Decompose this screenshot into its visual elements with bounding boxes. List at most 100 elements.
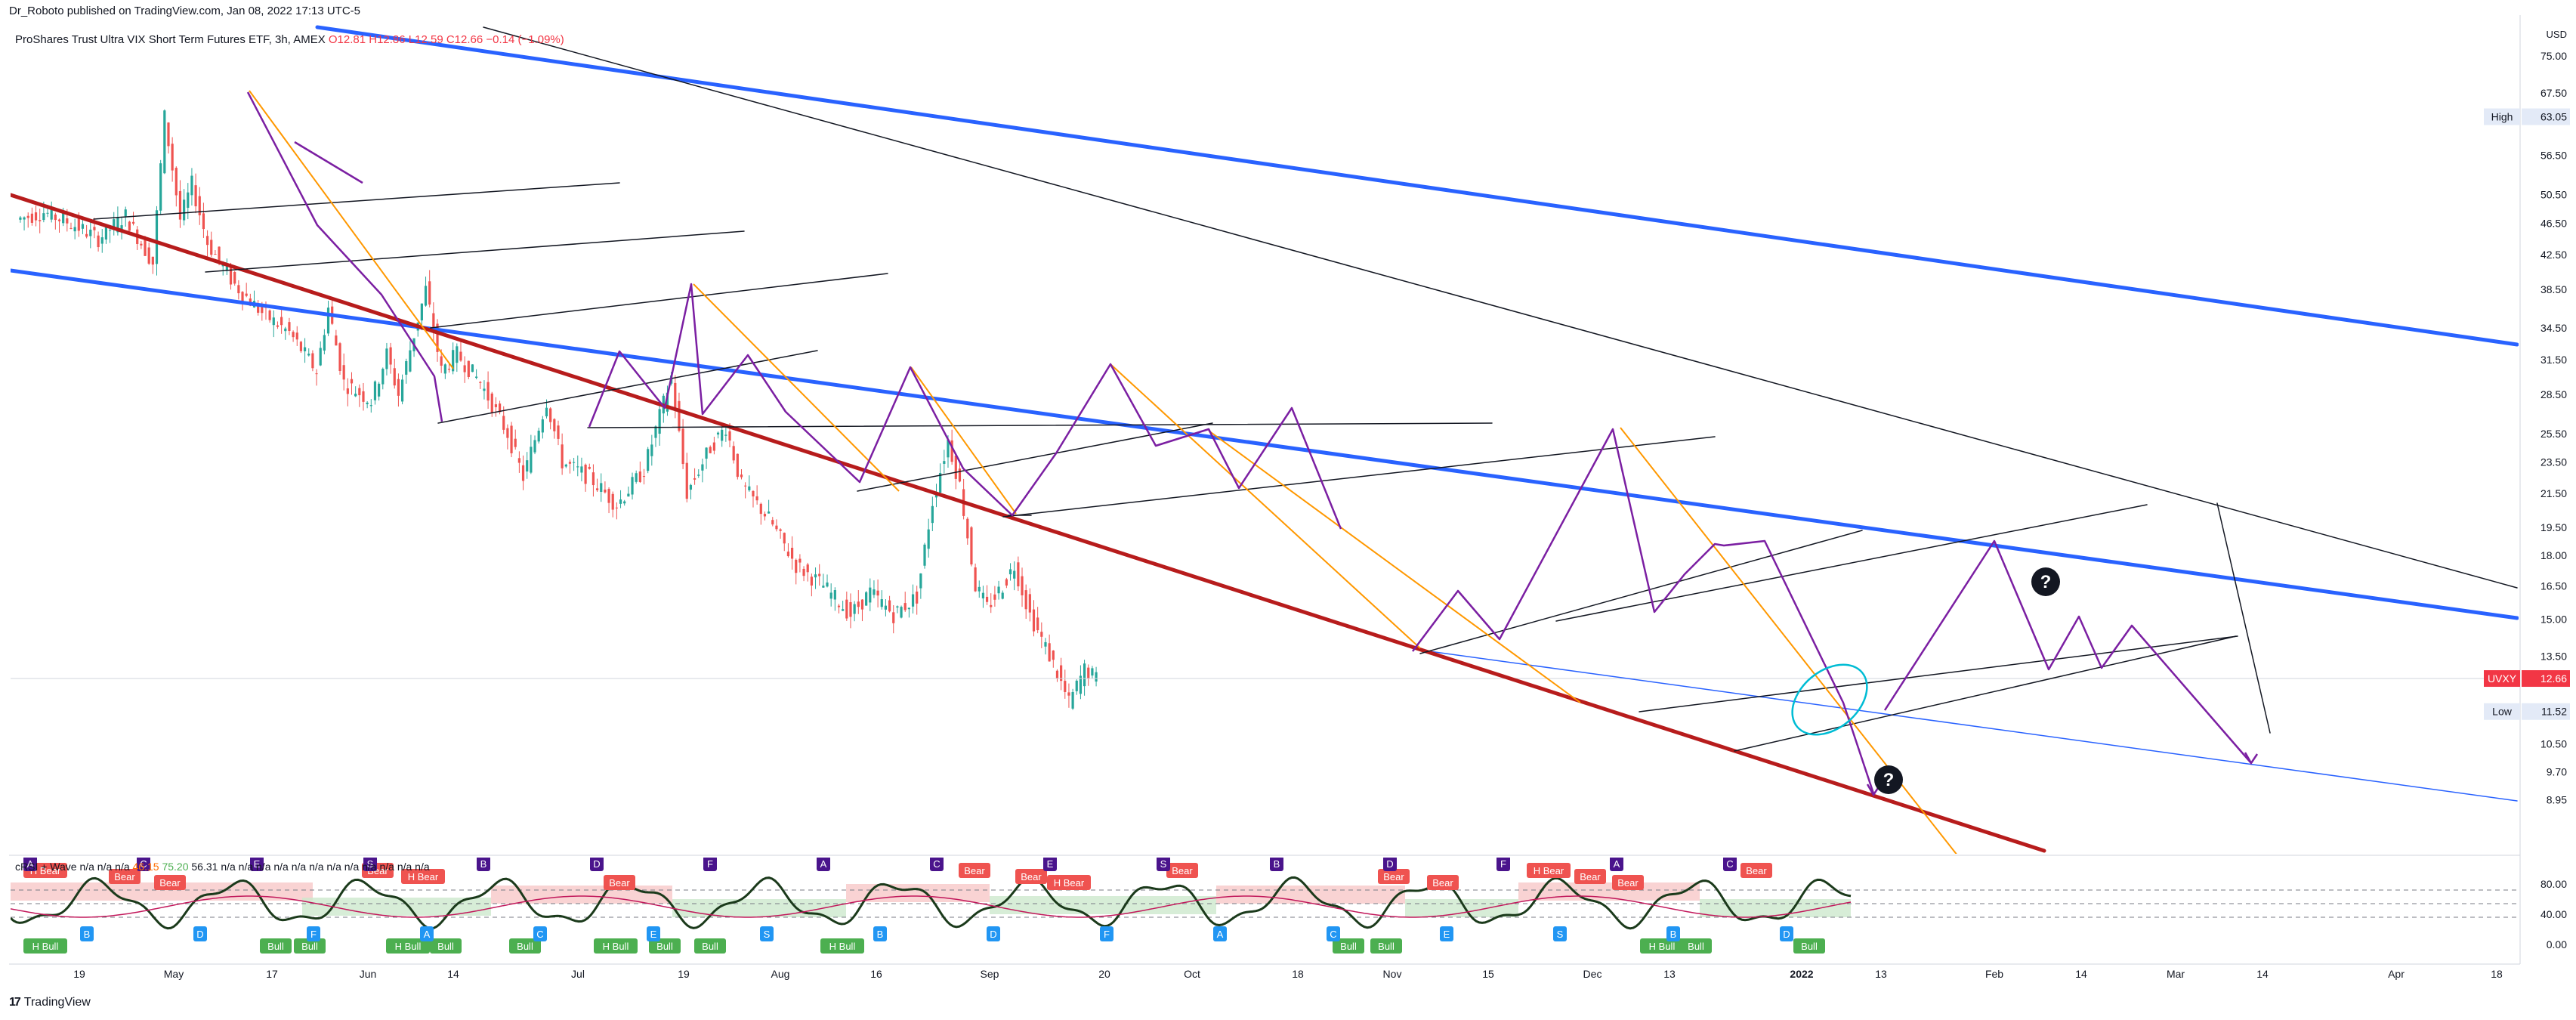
osc-letter-label[interactable] xyxy=(1440,926,1453,941)
osc-letter-label[interactable] xyxy=(1553,926,1567,941)
osc-letter-label[interactable] xyxy=(1610,856,1623,871)
orange-descending-e[interactable] xyxy=(1208,430,1581,703)
osc-letter-label[interactable] xyxy=(647,926,660,941)
symbol-title[interactable]: ProShares Trust Ultra VIX Short Term Fut… xyxy=(15,33,564,46)
osc-bull-label[interactable] xyxy=(386,938,430,954)
question-mark-icon[interactable] xyxy=(2031,567,2060,596)
black-channel-line[interactable] xyxy=(1555,504,2148,622)
osc-letter-label[interactable] xyxy=(1327,926,1340,941)
osc-bull-label[interactable] xyxy=(509,938,541,954)
osc-bear-label[interactable] xyxy=(1740,863,1772,878)
time-axis[interactable]: 19 May 17 Jun 14 Jul 19 Aug 16 Sep 20 Oct 18 Nov 15 Dec… xyxy=(73,968,2503,980)
osc-letter-label[interactable] xyxy=(23,856,37,871)
osc-letter-label[interactable] xyxy=(137,856,150,871)
black-channel-line[interactable] xyxy=(1002,436,1716,518)
purple-wave-c[interactable] xyxy=(1412,428,1875,794)
purple-projection[interactable] xyxy=(1883,539,2252,764)
osc-bull-label[interactable] xyxy=(649,938,681,954)
osc-letter-label[interactable] xyxy=(1213,926,1227,941)
osc-bear-label[interactable] xyxy=(1166,863,1198,878)
black-line-a[interactable] xyxy=(2216,502,2271,734)
osc-letter-label[interactable] xyxy=(1157,856,1170,871)
osc-letter-label[interactable] xyxy=(420,926,434,941)
blue-channel-upper[interactable] xyxy=(315,25,2519,347)
osc-bear-label[interactable] xyxy=(1378,869,1410,884)
orange-descending-d[interactable] xyxy=(1110,363,1421,649)
osc-bull-label[interactable] xyxy=(1640,938,1684,954)
osc-bear-label[interactable] xyxy=(1527,863,1571,878)
tradingview-logo-icon[interactable]: 17 xyxy=(9,996,21,1009)
symbol-name[interactable]: ProShares Trust Ultra VIX Short Term Fut… xyxy=(15,33,326,46)
osc-letter-label[interactable] xyxy=(987,926,1000,941)
question-mark-icon[interactable] xyxy=(1874,765,1903,794)
purple-wave-a[interactable] xyxy=(246,91,443,422)
black-channel-line[interactable] xyxy=(93,182,620,220)
osc-bear-label[interactable] xyxy=(1015,869,1047,884)
black-channel-line[interactable] xyxy=(430,273,888,329)
osc-letter-label[interactable] xyxy=(1383,856,1397,871)
orange-descending-c[interactable] xyxy=(910,366,1017,515)
osc-bull-label[interactable] xyxy=(694,938,726,954)
osc-bull-label[interactable] xyxy=(1370,938,1402,954)
black-channel-line[interactable] xyxy=(437,350,818,424)
osc-letter-label[interactable] xyxy=(307,926,320,941)
osc-bear-label[interactable] xyxy=(1612,875,1644,890)
osc-bear-label[interactable] xyxy=(401,869,445,884)
cyan-ellipse[interactable] xyxy=(1779,651,1881,749)
blue-thin-trendline[interactable] xyxy=(1418,649,2518,802)
osc-bull-label[interactable] xyxy=(430,938,462,954)
black-channel-line[interactable] xyxy=(587,422,1493,428)
osc-letter-label[interactable] xyxy=(533,926,547,941)
purple-wave-b[interactable] xyxy=(588,283,1342,530)
osc-letter-label[interactable] xyxy=(760,926,774,941)
osc-letter-label[interactable] xyxy=(817,856,830,871)
osc-bull-label[interactable] xyxy=(1333,938,1364,954)
osc-letter-label[interactable] xyxy=(1100,926,1113,941)
orange-descending-a[interactable] xyxy=(249,90,454,369)
osc-letter-label[interactable] xyxy=(703,856,717,871)
price-axis[interactable]: 75.00 67.50 56.50 50.50 46.50 42.50 38.50 34.50… xyxy=(2484,29,2570,950)
black-channel-line[interactable] xyxy=(205,230,745,273)
osc-letter-label[interactable] xyxy=(1780,926,1793,941)
osc-letter-label[interactable] xyxy=(477,856,490,871)
osc-letter-label[interactable] xyxy=(363,856,377,871)
osc-bull-label[interactable] xyxy=(23,938,67,954)
osc-bull-label[interactable] xyxy=(294,938,326,954)
osc-letter-label[interactable] xyxy=(873,926,887,941)
osc-letter-label[interactable] xyxy=(80,926,94,941)
osc-letter-label[interactable] xyxy=(1666,926,1680,941)
osc-bull-label[interactable] xyxy=(1680,938,1712,954)
osc-letter-label[interactable] xyxy=(250,856,264,871)
footer[interactable]: 17 TradingView xyxy=(9,996,91,1009)
osc-bear-label[interactable] xyxy=(604,875,635,890)
osc-bear-label[interactable] xyxy=(1427,875,1459,890)
osc-letter-label[interactable] xyxy=(930,856,944,871)
osc-bear-label[interactable] xyxy=(109,869,141,884)
osc-bull-label[interactable] xyxy=(820,938,864,954)
oscillator-title[interactable]: cRSI + Wave n/a n/a n/a 46.15 75.20 56.3… xyxy=(15,861,430,873)
osc-bull-label[interactable] xyxy=(1793,938,1825,954)
osc-letter-label[interactable] xyxy=(1723,856,1737,871)
osc-letter-label[interactable] xyxy=(1496,856,1510,871)
black-channel-line[interactable] xyxy=(1734,635,2237,752)
orange-descending-f[interactable] xyxy=(1620,427,1972,873)
osc-bear-label[interactable] xyxy=(1047,875,1091,890)
osc-letter-label[interactable] xyxy=(1270,856,1283,871)
footer-brand[interactable]: TradingView xyxy=(23,996,91,1009)
red-support-line[interactable] xyxy=(11,193,2046,853)
purple-wave-a2[interactable] xyxy=(294,141,363,184)
osc-bull-label[interactable] xyxy=(594,938,638,954)
osc-bear-label[interactable] xyxy=(1574,869,1606,884)
black-channel-line[interactable] xyxy=(1639,635,2238,712)
osc-letter-label[interactable] xyxy=(1043,856,1057,871)
osc-bull-label[interactable] xyxy=(260,938,292,954)
osc-letter-label[interactable] xyxy=(193,926,207,941)
osc-bear-label[interactable] xyxy=(154,875,186,890)
osc-bear-label[interactable] xyxy=(959,863,990,878)
main-pane[interactable] xyxy=(9,15,2520,855)
black-channel-line[interactable] xyxy=(857,422,1213,492)
oscillator-name[interactable]: cRSI + Wave xyxy=(15,861,77,873)
orange-descending-b[interactable] xyxy=(693,283,900,492)
osc-letter-label[interactable] xyxy=(590,856,604,871)
black-resistance-line[interactable] xyxy=(483,26,2518,589)
